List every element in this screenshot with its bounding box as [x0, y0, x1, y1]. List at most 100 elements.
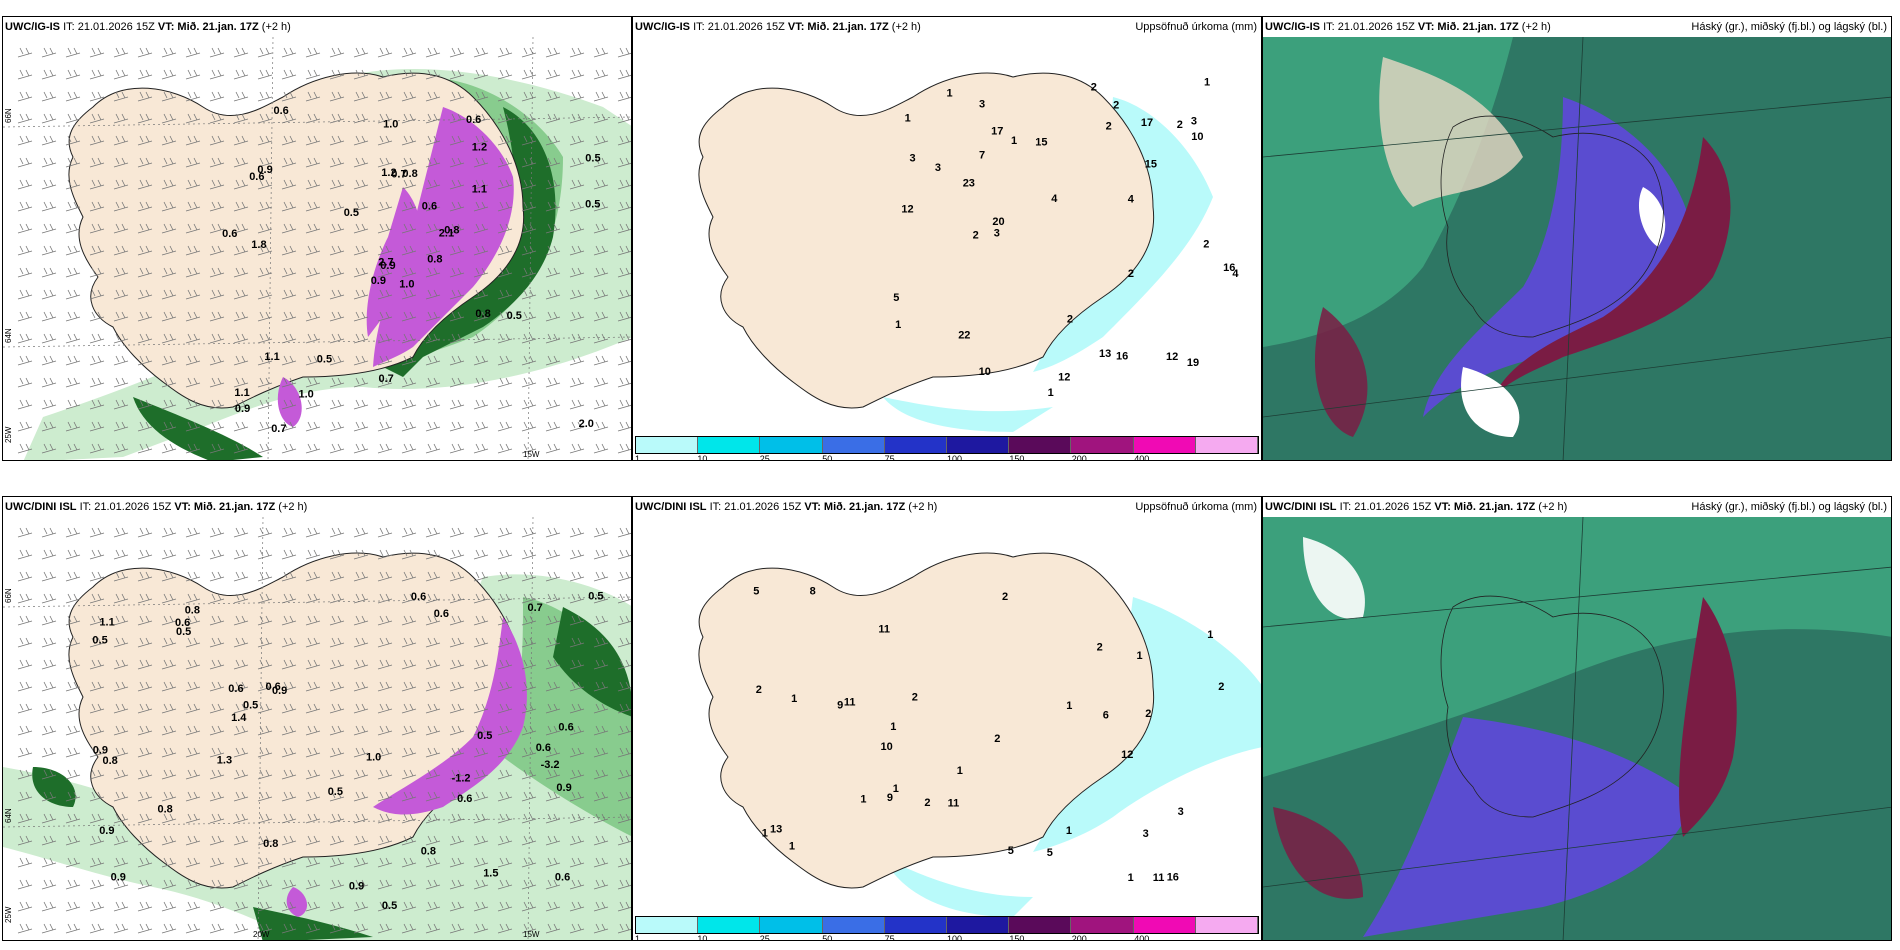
accum-precip-panel-top: UWC/IG-IS IT: 21.01.2026 15Z VT: Mið. 21…	[632, 16, 1262, 461]
value-label: 10	[881, 741, 893, 753]
value-label: 0.8	[421, 845, 436, 857]
wind-barb	[65, 135, 81, 146]
wind-barb	[617, 747, 631, 758]
wind-barb	[305, 549, 321, 560]
wind-barb	[65, 201, 81, 212]
value-label: 1	[957, 765, 963, 777]
wind-barb	[233, 311, 249, 322]
value-label: 0.7	[528, 602, 543, 614]
precip-shade-dark-south	[133, 397, 263, 460]
value-label: 0.9	[371, 275, 386, 287]
wind-barb	[113, 813, 129, 824]
value-label: 0.5	[328, 786, 343, 798]
wind-barb	[593, 857, 609, 868]
wind-barb	[497, 421, 513, 432]
wind-barb	[593, 179, 609, 190]
wind-barb	[401, 333, 417, 344]
wind-barb	[473, 421, 489, 432]
wind-barb	[257, 901, 273, 912]
wind-barb	[569, 923, 585, 934]
wind-barb	[209, 725, 225, 736]
panel-header: UWC/DINI ISL IT: 21.01.2026 15Z VT: Mið.…	[635, 501, 938, 513]
wind-barb	[137, 813, 153, 824]
wind-barb	[377, 593, 393, 604]
value-label: 0.8	[158, 804, 173, 816]
wind-barb	[377, 923, 393, 934]
colorbar-segment	[760, 917, 823, 933]
wind-barb	[569, 857, 585, 868]
wind-barb	[569, 399, 585, 410]
wind-barb	[353, 703, 369, 714]
wind-barb	[425, 681, 441, 692]
value-label: -3.2	[541, 759, 560, 771]
wind-barb	[65, 91, 81, 102]
wind-barb	[305, 355, 321, 366]
wind-barb	[353, 157, 369, 168]
wind-barb	[593, 201, 609, 212]
colorbar-label: 25	[759, 934, 770, 941]
value-label: 1.2	[381, 167, 396, 179]
wind-barb	[377, 835, 393, 846]
lon-label: 15W	[523, 930, 540, 939]
colorbar-label: 10	[697, 454, 708, 461]
wind-barb	[377, 703, 393, 714]
wind-barb	[113, 659, 129, 670]
wind-barb	[137, 377, 153, 388]
wind-barb	[401, 813, 417, 824]
wind-barb	[257, 201, 273, 212]
value-label: 13	[770, 824, 782, 836]
wind-barb	[137, 245, 153, 256]
wind-barb	[89, 593, 105, 604]
wind-barb	[329, 69, 345, 80]
wind-barb	[377, 659, 393, 670]
wind-barbs	[17, 47, 631, 454]
wind-barb	[65, 245, 81, 256]
panel-header: UWC/DINI ISL IT: 21.01.2026 15Z VT: Mið.…	[5, 501, 308, 513]
wind-barb	[473, 399, 489, 410]
value-label: 8	[810, 586, 816, 598]
wind-barb	[113, 593, 129, 604]
wind-barb	[137, 703, 153, 714]
value-label: 3	[935, 162, 941, 174]
cloud-white-2	[1638, 187, 1666, 247]
wind-barb	[473, 443, 489, 454]
cloud-maroon	[1493, 137, 1731, 397]
wind-barb	[41, 857, 57, 868]
wind-barb	[209, 179, 225, 190]
wind-barb	[521, 223, 537, 234]
wind-barb	[257, 593, 273, 604]
wind-barb	[449, 637, 465, 648]
iceland-outline	[1440, 115, 1664, 338]
wind-barb	[401, 91, 417, 102]
wind-barb	[113, 91, 129, 102]
wind-barb	[89, 571, 105, 582]
wind-barb	[593, 725, 609, 736]
wind-barb	[545, 47, 561, 58]
colorbar-segment	[1071, 437, 1134, 453]
wind-barb	[569, 703, 585, 714]
wind-barb	[17, 267, 33, 278]
wind-barb	[521, 267, 537, 278]
wind-barb	[161, 923, 177, 934]
wind-barb	[353, 47, 369, 58]
wind-barb	[425, 421, 441, 432]
wind-barb	[113, 879, 129, 890]
value-label: 3	[910, 152, 916, 164]
wind-barb	[113, 549, 129, 560]
value-label: 0.6	[175, 617, 190, 629]
wind-barb	[209, 443, 225, 454]
wind-barb	[41, 549, 57, 560]
wind-barb	[113, 179, 129, 190]
wind-barb	[17, 289, 33, 300]
wind-barb	[281, 813, 297, 824]
wind-barb	[617, 47, 631, 58]
wind-barb	[353, 615, 369, 626]
value-label: 1	[893, 783, 899, 795]
wind-barb	[281, 113, 297, 124]
value-label: 0.7	[391, 168, 406, 180]
value-label: 16	[1116, 351, 1128, 363]
wind-barb	[185, 703, 201, 714]
wind-barb	[305, 725, 321, 736]
wind-barb	[425, 201, 441, 212]
